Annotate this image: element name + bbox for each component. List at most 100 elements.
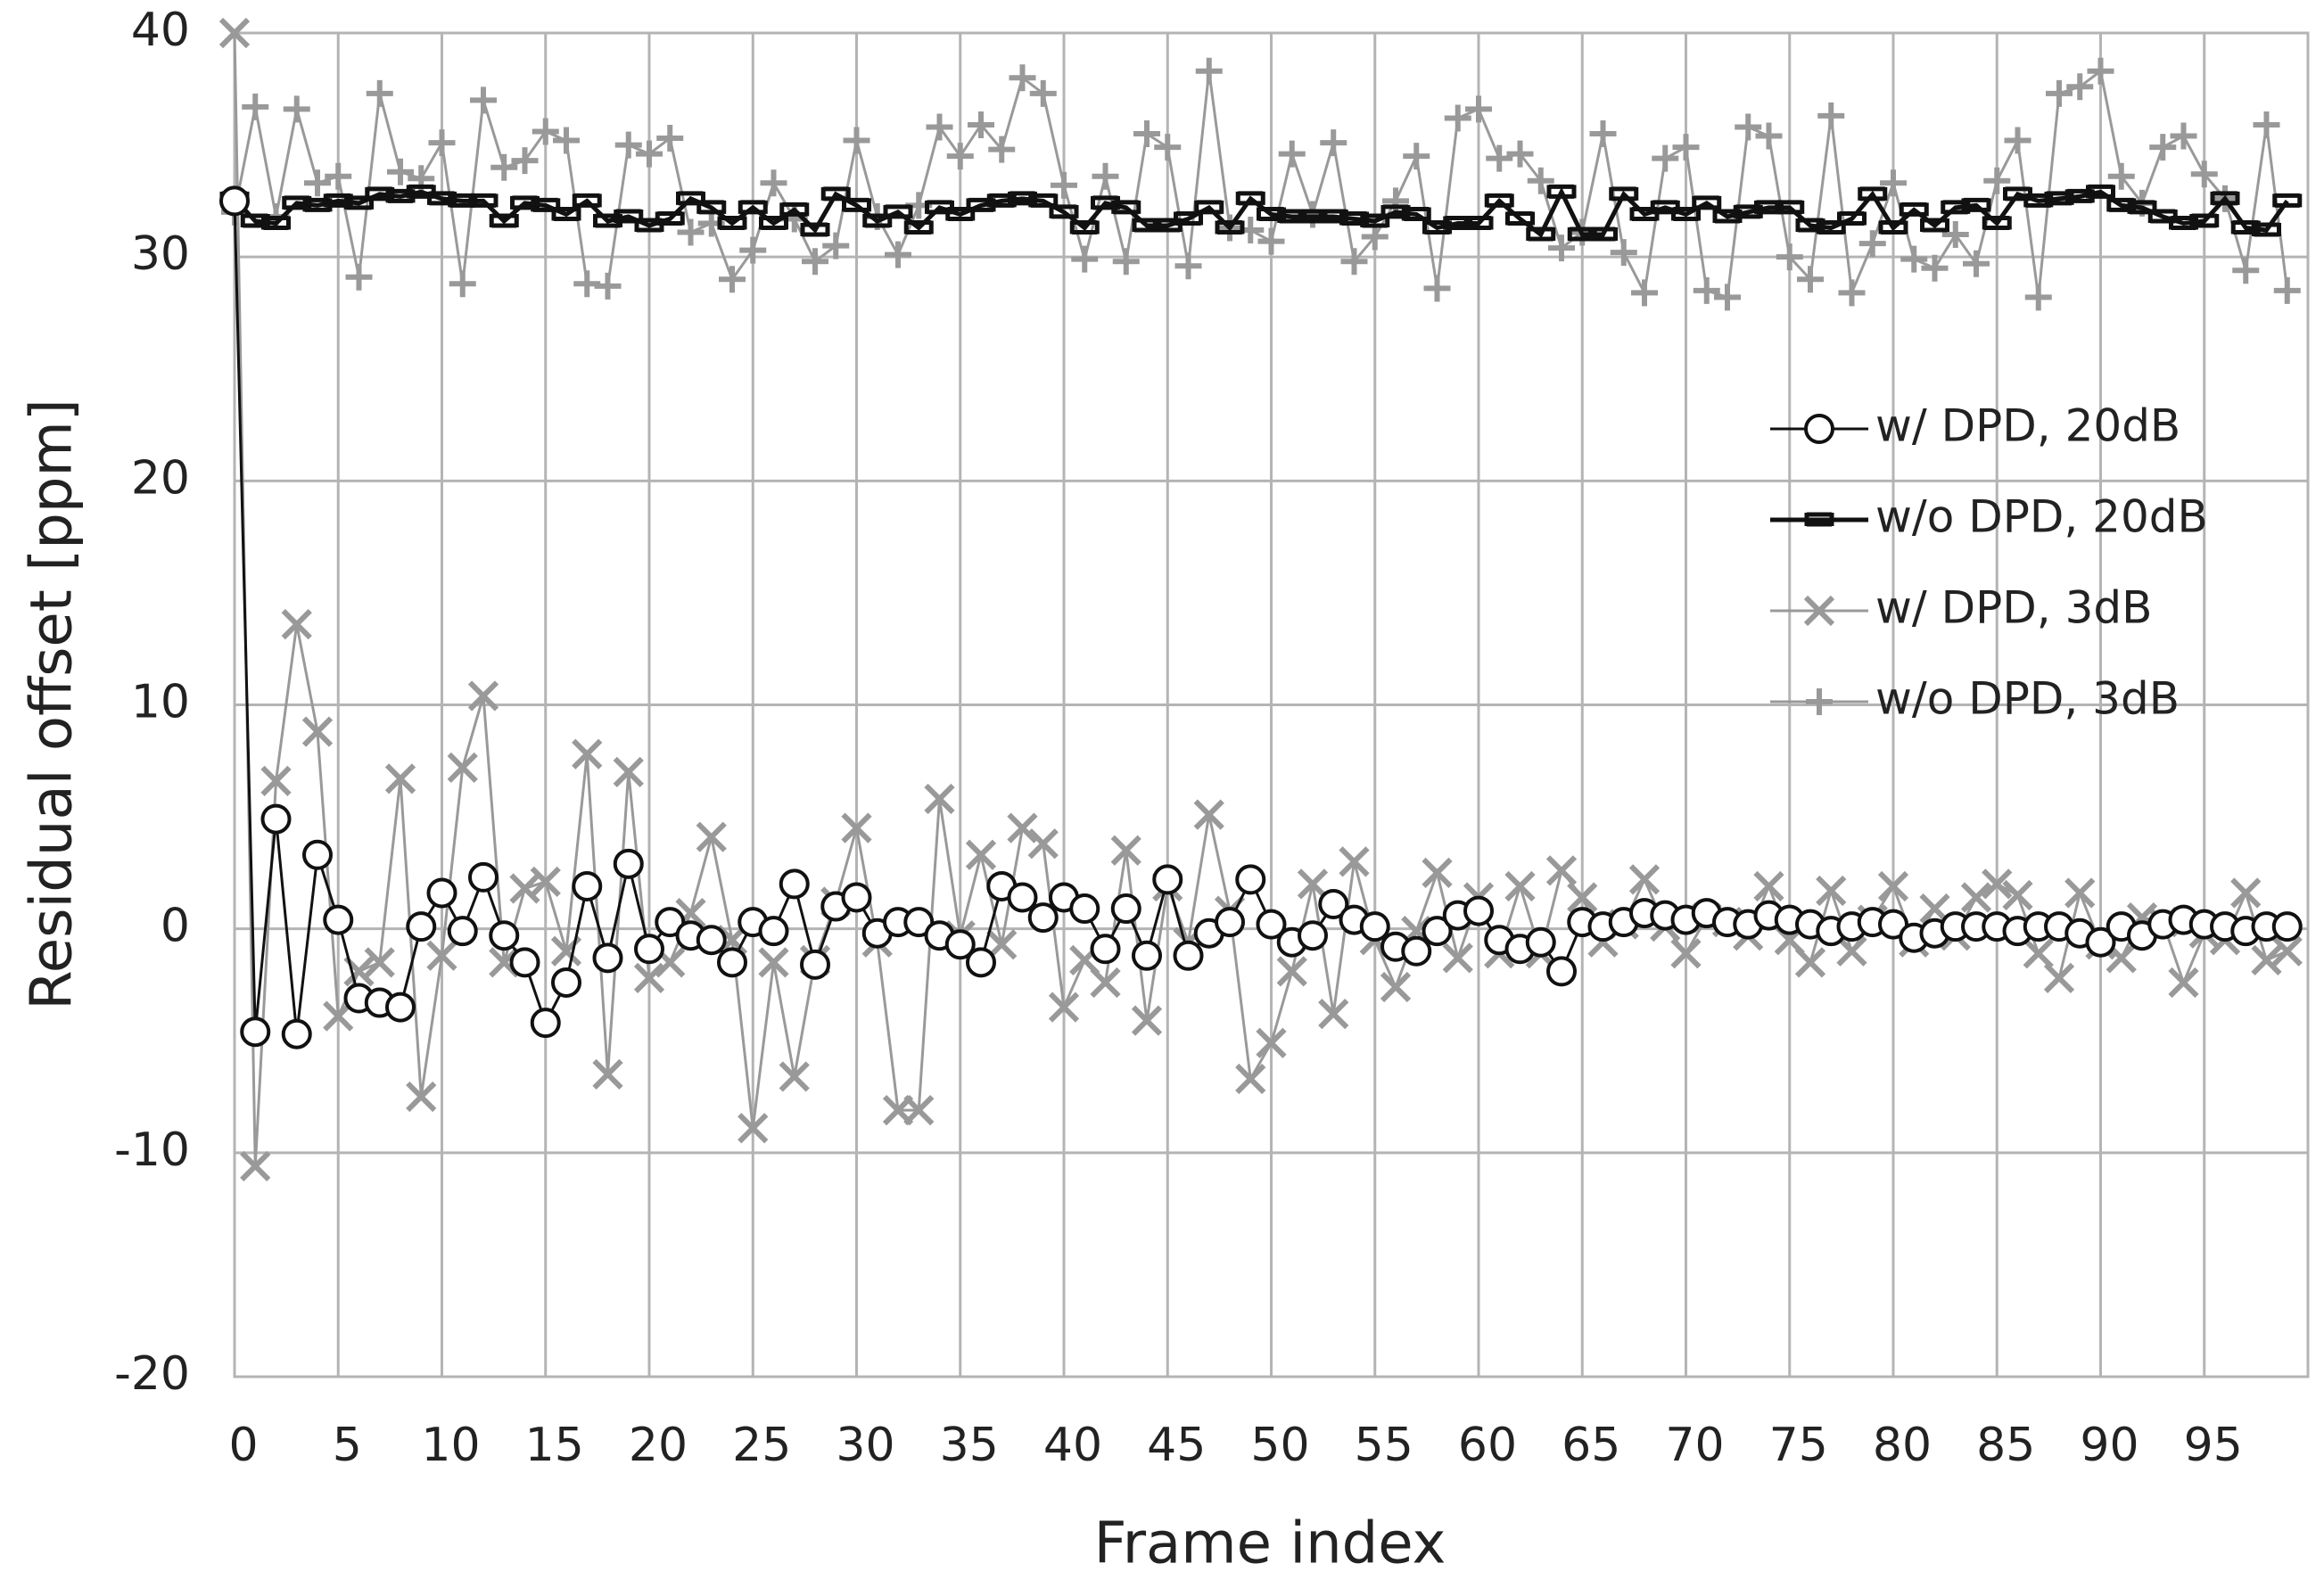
x-tick-label: 75 <box>1769 1419 1828 1472</box>
marker <box>903 1094 935 1126</box>
marker <box>1693 276 1720 304</box>
marker <box>1714 284 1741 311</box>
marker <box>572 738 603 769</box>
marker-shape <box>966 947 996 978</box>
marker-shape <box>1983 167 2011 194</box>
marker-shape <box>2272 193 2303 208</box>
marker-shape <box>1776 243 1803 271</box>
marker <box>2064 188 2095 203</box>
marker <box>426 877 457 909</box>
marker <box>1920 218 1949 233</box>
marker-shape <box>2210 191 2240 206</box>
marker <box>366 79 393 107</box>
marker <box>1506 140 1534 168</box>
marker-shape <box>1110 835 1141 866</box>
marker-shape <box>1806 688 1833 715</box>
marker-shape <box>345 263 373 291</box>
marker <box>634 218 664 233</box>
marker <box>489 920 520 951</box>
marker-shape <box>470 86 497 114</box>
marker <box>636 140 663 168</box>
marker-shape <box>1154 134 1182 161</box>
marker-shape <box>779 1061 810 1092</box>
y-tick-label: 30 <box>131 227 190 281</box>
marker-shape <box>2149 134 2177 161</box>
marker-shape <box>1256 909 1287 940</box>
marker-shape <box>696 925 727 956</box>
marker <box>281 608 312 640</box>
marker <box>1298 920 1328 951</box>
legend-item: w/o DPD, 3dB <box>1770 673 2180 725</box>
marker <box>1816 220 1846 235</box>
marker <box>447 752 478 783</box>
marker-shape <box>676 191 705 206</box>
marker <box>1382 187 1409 215</box>
marker-shape <box>1817 102 1845 129</box>
marker-shape <box>1235 864 1266 895</box>
marker-shape <box>1318 998 1349 1030</box>
marker-shape <box>1339 846 1370 877</box>
marker-shape <box>1277 209 1307 224</box>
y-axis-title: Residual offset [ppm] <box>20 399 86 1010</box>
marker-shape <box>448 193 478 208</box>
marker <box>325 162 352 190</box>
marker <box>738 1113 769 1144</box>
marker <box>1652 144 1679 172</box>
marker <box>1298 209 1328 224</box>
marker <box>655 210 685 226</box>
marker <box>385 992 416 1023</box>
marker-shape <box>323 904 354 935</box>
marker-shape <box>1692 195 1722 210</box>
marker-shape <box>1858 230 1886 258</box>
marker <box>1443 215 1473 230</box>
marker <box>2272 193 2303 208</box>
marker <box>1877 870 1909 902</box>
x-tick-label: 85 <box>1976 1419 2035 1472</box>
marker <box>759 215 788 230</box>
marker <box>1174 210 1203 226</box>
marker <box>802 248 828 276</box>
marker-shape <box>2189 213 2220 228</box>
marker-shape <box>2230 877 2262 909</box>
marker-shape <box>1836 935 1867 967</box>
marker-shape <box>2253 111 2280 138</box>
marker-shape <box>1069 220 1100 235</box>
marker <box>1423 275 1451 302</box>
marker <box>2149 134 2177 161</box>
marker-shape <box>510 195 540 210</box>
marker <box>1276 956 1307 987</box>
y-tick-label: -10 <box>114 1123 190 1177</box>
marker-shape <box>1133 120 1160 148</box>
marker <box>1028 193 1059 208</box>
marker-shape <box>841 882 872 913</box>
marker-shape <box>551 206 581 221</box>
marker-shape <box>1318 209 1348 224</box>
marker-shape <box>242 93 269 120</box>
marker-shape <box>594 272 622 300</box>
marker-shape <box>572 870 603 901</box>
x-tick-label: 0 <box>228 1419 258 1472</box>
marker <box>1900 245 1928 273</box>
marker-shape <box>1712 209 1743 224</box>
marker <box>2210 191 2240 206</box>
marker <box>1735 113 1762 141</box>
marker <box>1983 167 2011 194</box>
marker-shape <box>1008 191 1037 206</box>
marker <box>2087 57 2114 85</box>
marker-shape <box>219 185 250 217</box>
marker-shape <box>1049 204 1079 219</box>
marker <box>696 821 727 852</box>
marker-shape <box>926 113 953 141</box>
marker <box>1775 200 1805 215</box>
marker-shape <box>1548 235 1575 262</box>
marker-shape <box>903 1094 935 1126</box>
marker-shape <box>1775 200 1805 215</box>
marker-shape <box>509 873 540 904</box>
marker <box>406 184 436 199</box>
marker-shape <box>365 186 395 202</box>
marker <box>2190 160 2218 188</box>
marker-shape <box>1152 864 1183 895</box>
marker-shape <box>738 1113 769 1144</box>
marker-shape <box>366 79 393 107</box>
marker <box>1628 864 1661 895</box>
